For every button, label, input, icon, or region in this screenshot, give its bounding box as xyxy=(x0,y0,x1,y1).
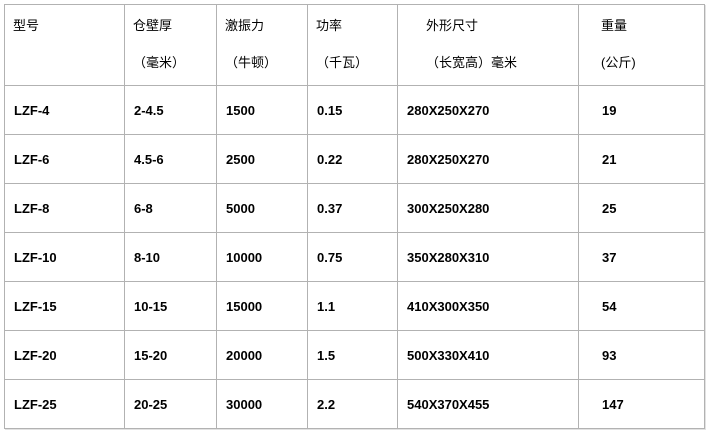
cell-power: 0.15 xyxy=(307,85,398,135)
col-header-wall-thickness-unit: （毫米） xyxy=(133,55,186,70)
cell-power: 0.37 xyxy=(307,183,398,233)
cell-weight: 25 xyxy=(578,183,705,233)
cell-model: LZF-10 xyxy=(4,232,125,282)
cell-excitation-force: 20000 xyxy=(216,330,308,380)
table-row: LZF-15 10-15 15000 1.1 410X300X350 54 xyxy=(4,281,705,331)
col-header-weight-unit: (公斤) xyxy=(601,55,636,70)
cell-model: LZF-25 xyxy=(4,379,125,429)
cell-wall-thickness: 15-20 xyxy=(124,330,217,380)
col-header-model-label: 型号 xyxy=(13,18,40,33)
cell-power: 0.75 xyxy=(307,232,398,282)
cell-wall-thickness: 2-4.5 xyxy=(124,85,217,135)
cell-excitation-force: 2500 xyxy=(216,134,308,184)
col-header-dimensions: 外形尺寸 （长宽高）毫米 xyxy=(397,4,579,86)
cell-weight: 21 xyxy=(578,134,705,184)
cell-dimensions: 410X300X350 xyxy=(397,281,579,331)
cell-power: 1.5 xyxy=(307,330,398,380)
cell-excitation-force: 15000 xyxy=(216,281,308,331)
col-header-dimensions-label: 外形尺寸 xyxy=(426,18,479,33)
cell-weight: 19 xyxy=(578,85,705,135)
table-row: LZF-8 6-8 5000 0.37 300X250X280 25 xyxy=(4,183,705,233)
cell-wall-thickness: 6-8 xyxy=(124,183,217,233)
table-row: LZF-4 2-4.5 1500 0.15 280X250X270 19 xyxy=(4,85,705,135)
cell-weight: 93 xyxy=(578,330,705,380)
cell-power: 0.22 xyxy=(307,134,398,184)
col-header-dimensions-unit: （长宽高）毫米 xyxy=(426,55,518,70)
col-header-wall-thickness: 仓壁厚 （毫米） xyxy=(124,4,217,86)
cell-dimensions: 500X330X410 xyxy=(397,330,579,380)
header-row: 型号 仓壁厚 （毫米） 激振力 （牛顿） 功率 （千瓦） 外形尺寸 （长宽 xyxy=(4,4,705,86)
cell-dimensions: 350X280X310 xyxy=(397,232,579,282)
cell-dimensions: 540X370X455 xyxy=(397,379,579,429)
cell-model: LZF-20 xyxy=(4,330,125,380)
table-body: LZF-4 2-4.5 1500 0.15 280X250X270 19 LZF… xyxy=(4,85,705,429)
cell-model: LZF-4 xyxy=(4,85,125,135)
cell-dimensions: 300X250X280 xyxy=(397,183,579,233)
table-row: LZF-6 4.5-6 2500 0.22 280X250X270 21 xyxy=(4,134,705,184)
col-header-excitation-force-unit: （牛顿） xyxy=(225,55,278,70)
cell-dimensions: 280X250X270 xyxy=(397,85,579,135)
cell-weight: 147 xyxy=(578,379,705,429)
spec-table: 型号 仓壁厚 （毫米） 激振力 （牛顿） 功率 （千瓦） 外形尺寸 （长宽 xyxy=(4,4,705,429)
cell-dimensions: 280X250X270 xyxy=(397,134,579,184)
col-header-wall-thickness-label: 仓壁厚 xyxy=(133,18,173,33)
cell-model: LZF-8 xyxy=(4,183,125,233)
cell-wall-thickness: 10-15 xyxy=(124,281,217,331)
col-header-excitation-force: 激振力 （牛顿） xyxy=(216,4,308,86)
cell-excitation-force: 1500 xyxy=(216,85,308,135)
col-header-power-unit: （千瓦） xyxy=(316,55,369,70)
cell-wall-thickness: 20-25 xyxy=(124,379,217,429)
table-row: LZF-20 15-20 20000 1.5 500X330X410 93 xyxy=(4,330,705,380)
cell-excitation-force: 30000 xyxy=(216,379,308,429)
cell-power: 2.2 xyxy=(307,379,398,429)
table-row: LZF-10 8-10 10000 0.75 350X280X310 37 xyxy=(4,232,705,282)
cell-weight: 54 xyxy=(578,281,705,331)
col-header-excitation-force-label: 激振力 xyxy=(225,18,265,33)
col-header-weight-label: 重量 xyxy=(601,18,628,33)
cell-model: LZF-6 xyxy=(4,134,125,184)
cell-wall-thickness: 8-10 xyxy=(124,232,217,282)
cell-weight: 37 xyxy=(578,232,705,282)
cell-model: LZF-15 xyxy=(4,281,125,331)
table-row: LZF-25 20-25 30000 2.2 540X370X455 147 xyxy=(4,379,705,429)
cell-wall-thickness: 4.5-6 xyxy=(124,134,217,184)
cell-power: 1.1 xyxy=(307,281,398,331)
col-header-power-label: 功率 xyxy=(316,18,343,33)
col-header-weight: 重量 (公斤) xyxy=(578,4,705,86)
col-header-power: 功率 （千瓦） xyxy=(307,4,398,86)
cell-excitation-force: 10000 xyxy=(216,232,308,282)
col-header-model: 型号 xyxy=(4,4,125,86)
cell-excitation-force: 5000 xyxy=(216,183,308,233)
